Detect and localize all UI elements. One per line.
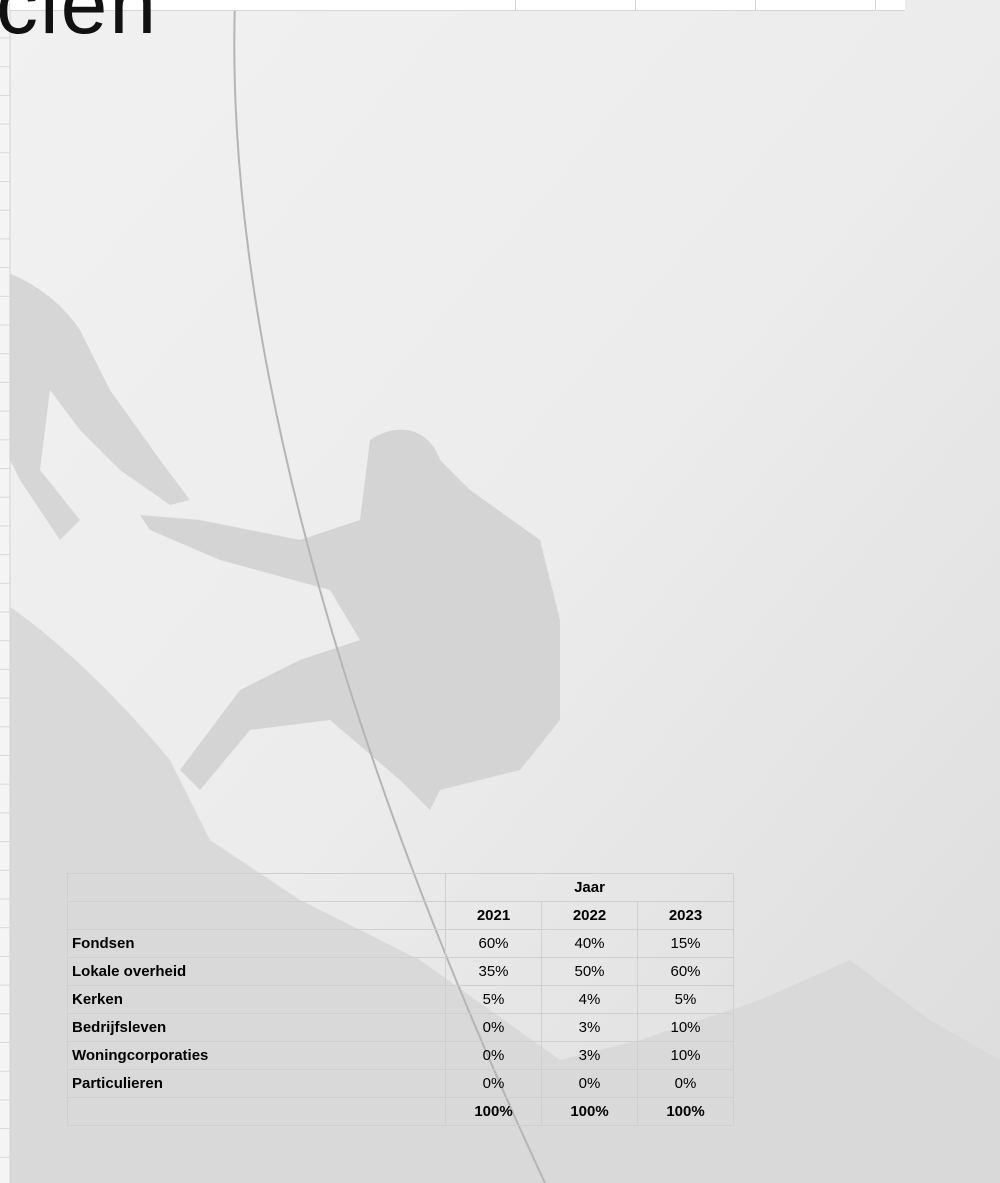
table-cell: 60% (638, 958, 734, 986)
cell-separator (875, 0, 876, 10)
row-label: Particulieren (68, 1070, 446, 1098)
row-label: Lokale overheid (68, 958, 446, 986)
page-title: cien (0, 0, 158, 46)
table-cell: 35% (446, 958, 542, 986)
column-header: 2022 (542, 902, 638, 930)
empty-cell (68, 874, 446, 902)
table-row: Jaar (68, 874, 734, 902)
table-cell: 10% (638, 1014, 734, 1042)
column-header: 2023 (638, 902, 734, 930)
row-label: Kerken (68, 986, 446, 1014)
total-cell: 100% (542, 1098, 638, 1126)
table-cell: 60% (446, 930, 542, 958)
table-cell: 3% (542, 1042, 638, 1070)
column-header: 2021 (446, 902, 542, 930)
table-cell: 5% (638, 986, 734, 1014)
table-cell: 0% (446, 1014, 542, 1042)
table-cell: 0% (542, 1070, 638, 1098)
table-cell: 3% (542, 1014, 638, 1042)
page: cien Jaar202120222023Fondsen60%40%15%Lok… (0, 0, 1000, 1183)
row-label: Bedrijfsleven (68, 1014, 446, 1042)
table-cell: 0% (446, 1070, 542, 1098)
empty-cell (68, 1098, 446, 1126)
group-header: Jaar (446, 874, 734, 902)
table-cell: 0% (446, 1042, 542, 1070)
total-cell: 100% (446, 1098, 542, 1126)
table-cell: 0% (638, 1070, 734, 1098)
total-cell: 100% (638, 1098, 734, 1126)
cell-separator (635, 0, 636, 10)
cell-separator (755, 0, 756, 10)
table-cell: 15% (638, 930, 734, 958)
empty-cell (68, 902, 446, 930)
row-label: Fondsen (68, 930, 446, 958)
table-cell: 4% (542, 986, 638, 1014)
table-cell: 40% (542, 930, 638, 958)
table-cell: 50% (542, 958, 638, 986)
table-cell: 10% (638, 1042, 734, 1070)
table-cell: 5% (446, 986, 542, 1014)
cell-separator (515, 0, 516, 10)
table-row: 100%100%100% (68, 1098, 734, 1126)
row-label: Woningcorporaties (68, 1042, 446, 1070)
